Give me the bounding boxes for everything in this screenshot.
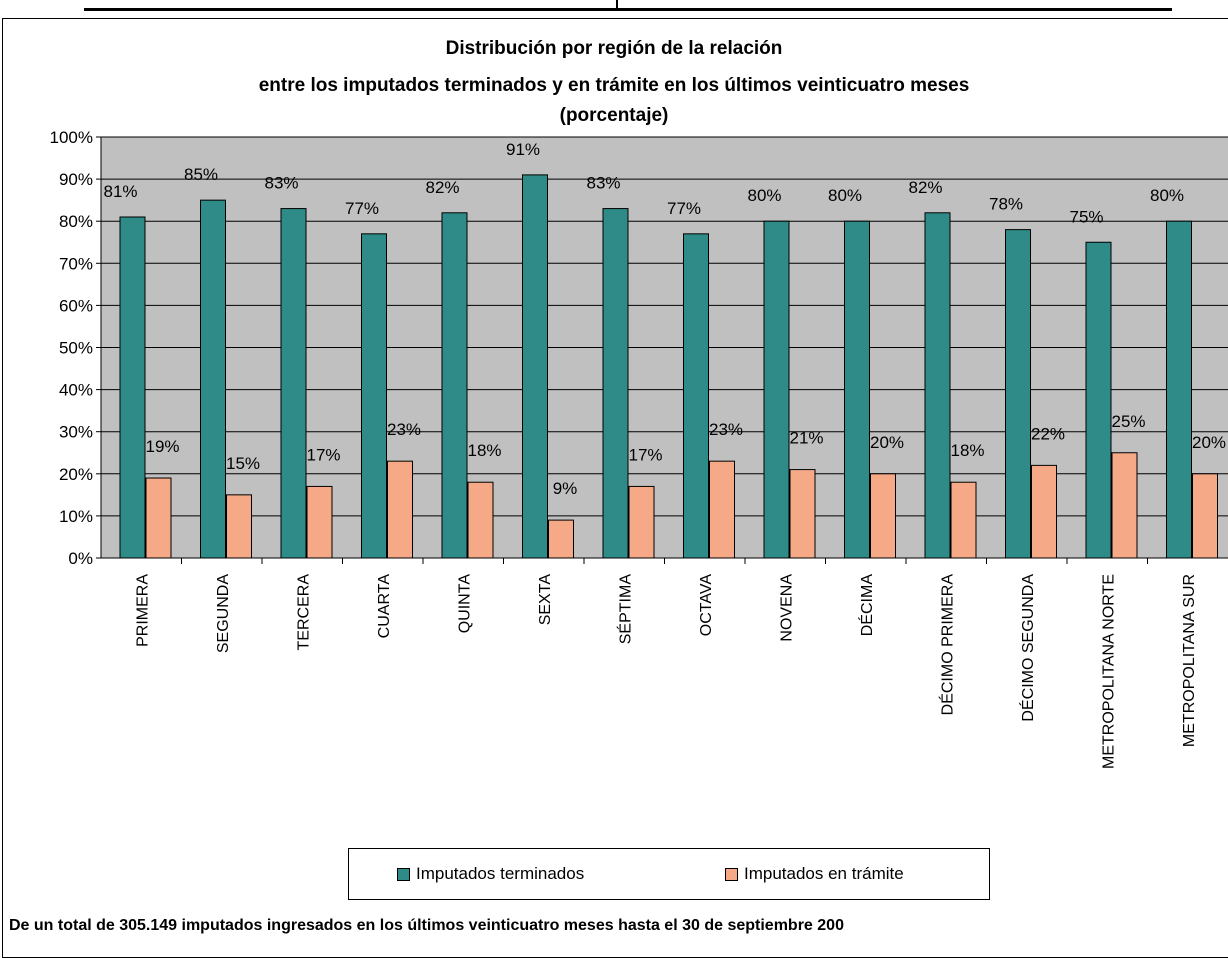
chart-title-line-3: (porcentaje) — [559, 105, 669, 126]
data-label: 15% — [226, 454, 260, 473]
x-category-label: DÉCIMO SEGUNDA — [1018, 574, 1037, 722]
x-category-label: OCTAVA — [698, 574, 715, 637]
data-label: 19% — [145, 437, 179, 456]
x-category-label: SEGUNDA — [215, 574, 232, 653]
data-label: 17% — [306, 445, 340, 464]
data-label: 22% — [1031, 424, 1065, 443]
bar — [306, 485, 333, 559]
y-tick-label: 90% — [59, 170, 93, 189]
bar — [683, 233, 709, 559]
bar — [200, 199, 226, 559]
data-label: 18% — [950, 441, 984, 460]
legend-swatch-tramite — [725, 867, 738, 881]
legend-swatch-terminados — [397, 867, 410, 881]
top-border-tick — [616, 0, 618, 8]
bar — [467, 481, 494, 559]
legend-item-terminados: Imputados terminados — [397, 864, 584, 884]
bar — [1111, 452, 1138, 559]
data-label: 82% — [425, 178, 459, 197]
x-category-label: QUINTA — [456, 574, 473, 634]
data-label: 81% — [103, 182, 137, 201]
data-label: 85% — [184, 165, 218, 184]
chart-title-line-2: entre los imputados terminados y en trám… — [258, 75, 970, 96]
bar — [1031, 464, 1057, 559]
data-label: 80% — [747, 186, 781, 205]
legend-item-tramite: Imputados en trámite — [725, 864, 904, 884]
data-label: 78% — [989, 195, 1023, 214]
data-label: 20% — [1192, 433, 1226, 452]
y-tick-label: 60% — [59, 296, 93, 315]
bar — [548, 519, 574, 559]
bar — [924, 212, 951, 559]
data-label: 21% — [789, 429, 823, 448]
top-border-line — [84, 2, 1172, 11]
bar — [1005, 229, 1031, 559]
legend: Imputados terminados Imputados en trámit… — [348, 848, 990, 900]
y-tick-label: 30% — [59, 423, 93, 442]
bar — [522, 174, 548, 559]
footnote: De un total de 305.149 imputados ingresa… — [9, 917, 844, 934]
bar — [628, 485, 655, 559]
legend-label-terminados: Imputados terminados — [416, 864, 585, 883]
bar — [1166, 220, 1192, 559]
bar — [709, 460, 735, 559]
bar — [950, 481, 977, 559]
x-category-label: DÉCIMA — [857, 574, 876, 637]
y-tick-label: 80% — [59, 212, 93, 231]
bar — [870, 473, 896, 559]
y-tick-label: 100% — [50, 128, 93, 147]
data-label: 80% — [828, 186, 862, 205]
data-label: 77% — [345, 199, 379, 218]
bar — [1192, 473, 1218, 559]
data-label: 83% — [264, 174, 298, 193]
y-tick-label: 70% — [59, 254, 93, 273]
bar — [145, 477, 172, 559]
bar — [763, 220, 790, 559]
y-tick-label: 10% — [59, 507, 93, 526]
y-tick-label: 20% — [59, 465, 93, 484]
bar — [844, 220, 870, 559]
bar — [1085, 241, 1112, 559]
legend-label-tramite: Imputados en trámite — [744, 864, 904, 883]
bar — [602, 208, 629, 559]
x-category-label: TERCERA — [295, 574, 312, 651]
data-label: 80% — [1150, 186, 1184, 205]
y-tick-label: 50% — [59, 339, 93, 358]
data-label: 83% — [586, 174, 620, 193]
bar — [119, 216, 146, 559]
y-tick-label: 40% — [59, 381, 93, 400]
chart-title-line-1: Distribución por región de la relación — [445, 38, 783, 59]
data-label: 18% — [467, 441, 501, 460]
x-category-label: METROPOLITANA NORTE — [1100, 574, 1117, 769]
data-label: 91% — [506, 140, 540, 159]
x-category-label: NOVENA — [778, 574, 795, 642]
data-label: 23% — [387, 420, 421, 439]
data-label: 75% — [1069, 207, 1103, 226]
data-label: 77% — [667, 199, 701, 218]
data-label: 23% — [709, 420, 743, 439]
x-category-label: DÉCIMO PRIMERA — [937, 574, 956, 716]
x-category-label: SEXTA — [537, 574, 554, 626]
data-label: 20% — [870, 433, 904, 452]
bar — [789, 469, 816, 559]
bar — [361, 233, 387, 559]
x-category-label: CUARTA — [376, 574, 393, 639]
bar — [280, 208, 307, 559]
bar — [387, 460, 413, 559]
data-label: 9% — [553, 479, 578, 498]
data-label: 17% — [628, 445, 662, 464]
x-category-label: METROPOLITANA SUR — [1181, 574, 1198, 747]
data-label: 25% — [1111, 412, 1145, 431]
y-tick-label: 0% — [68, 549, 93, 568]
bar — [441, 212, 468, 559]
x-category-label: SÉPTIMA — [615, 574, 634, 645]
data-label: 82% — [908, 178, 942, 197]
bar — [226, 494, 252, 559]
x-category-label: PRIMERA — [134, 574, 151, 647]
